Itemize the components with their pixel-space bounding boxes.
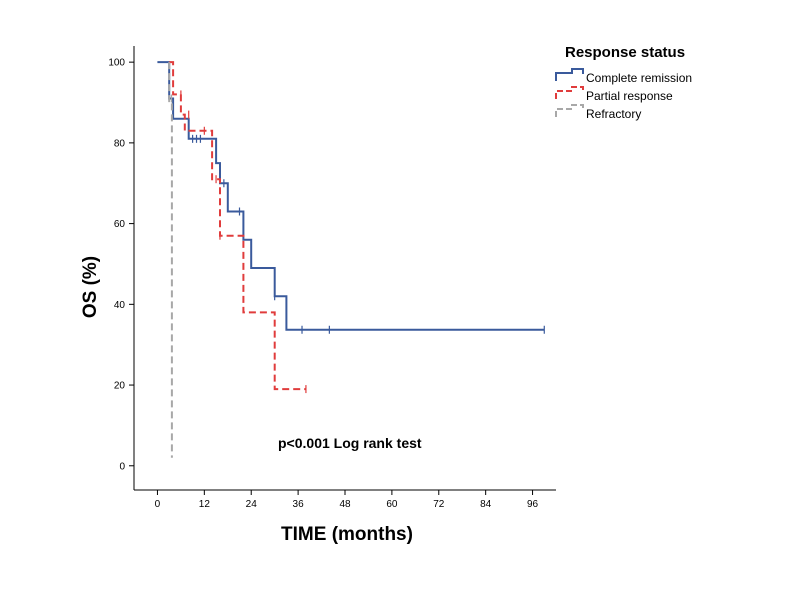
y-axis-ticks: 0 20 40 60 80 100 [108,58,134,472]
x-axis-title: TIME (months) [281,524,413,545]
y-tick-label: 0 [119,461,125,472]
x-tick-label: 60 [386,499,398,510]
y-axis-title: OS (%) [80,256,101,318]
plot-area: 0 12 24 36 48 60 72 84 96 0 20 40 60 80 100 [108,46,556,510]
survival-curve-complete-remission [157,61,545,331]
y-tick-label: 40 [114,300,126,311]
series-complete-remission [157,61,545,334]
x-tick-label: 48 [339,499,351,510]
x-tick-label: 36 [293,499,305,510]
x-tick-label: 0 [155,499,161,510]
y-tick-label: 80 [114,138,126,149]
legend-items: Complete remission Partial response Refrac… [555,68,692,121]
x-axis-ticks: 0 12 24 36 48 60 72 84 96 [155,490,539,510]
x-tick-label: 24 [246,499,258,510]
legend-item-complete-remission: Complete remission [555,68,692,85]
legend-swatch [555,68,584,81]
x-tick-label: 12 [199,499,211,510]
x-tick-label: 84 [480,499,492,510]
x-tick-label: 96 [527,499,539,510]
y-tick-label: 20 [114,381,126,392]
series-layer [157,61,545,458]
legend-swatch [555,104,584,117]
survival-curve-partial-response [169,61,306,391]
legend-item-partial-response: Partial response [555,86,673,103]
legend-label: Complete remission [586,71,692,85]
legend-item-refractory: Refractory [555,104,641,121]
series-partial-response [169,61,307,394]
series-refractory [168,62,173,458]
survival-curve-refractory [168,62,173,458]
legend-title: Response status [565,44,685,61]
x-tick-label: 72 [433,499,445,510]
legend: Response status Complete remission Partia… [555,44,692,121]
log-rank-annotation: p<0.001 Log rank test [278,435,422,451]
legend-label: Partial response [586,89,673,103]
legend-label: Refractory [586,107,641,121]
y-tick-label: 100 [108,58,125,69]
y-tick-label: 60 [114,219,126,230]
legend-swatch [555,86,584,99]
